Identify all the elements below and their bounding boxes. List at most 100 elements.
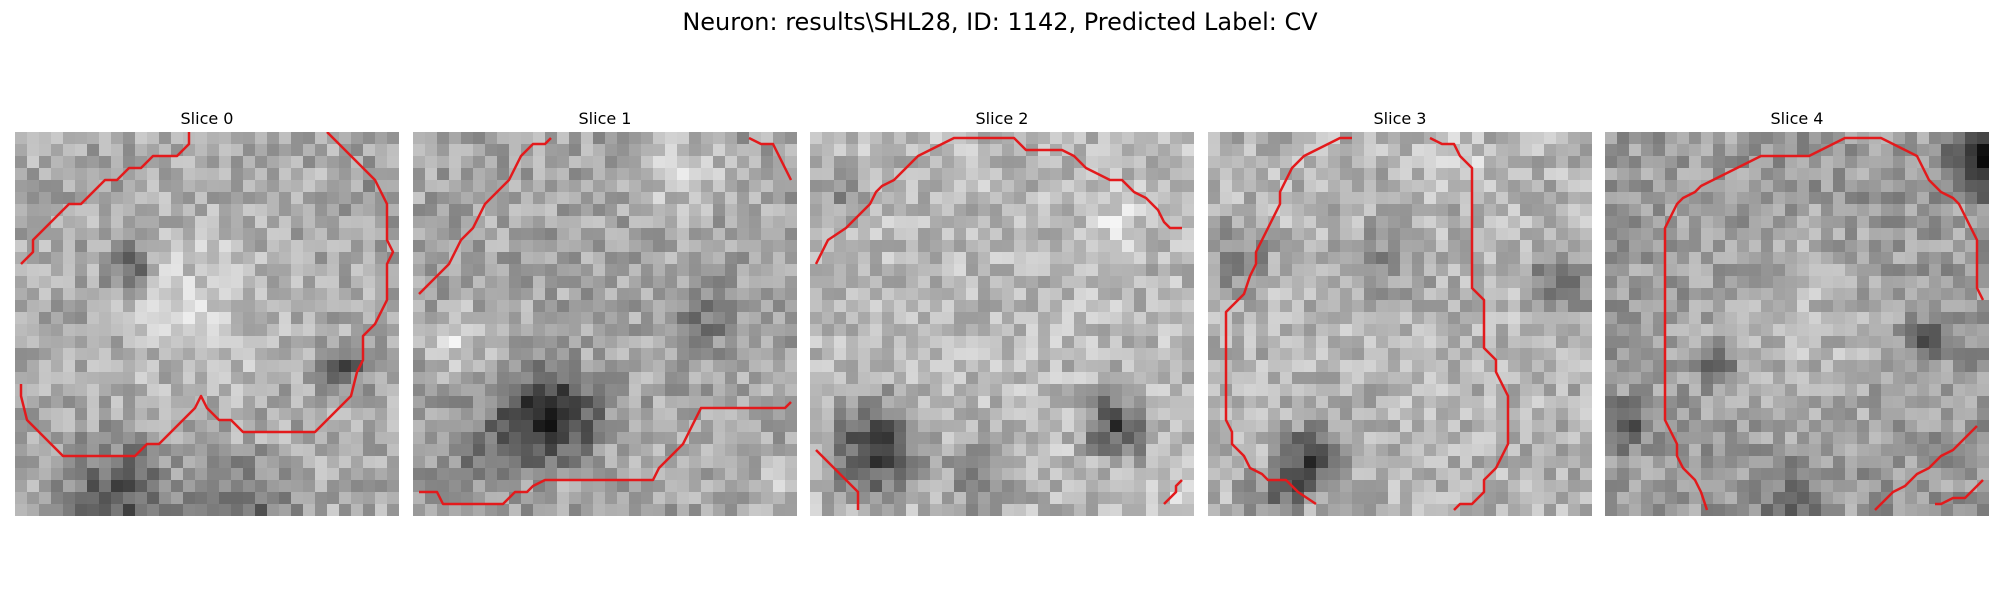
pixel — [942, 216, 955, 229]
pixel — [1785, 180, 1798, 193]
pixel — [1580, 192, 1592, 205]
pixel — [1580, 216, 1592, 229]
pixel — [810, 216, 823, 229]
pixel — [1629, 228, 1642, 241]
pixel — [1905, 396, 1918, 409]
pixel — [1292, 456, 1305, 469]
pixel — [1424, 396, 1437, 409]
pixel — [1797, 168, 1810, 181]
pixel — [1146, 156, 1159, 169]
pixel — [533, 168, 546, 181]
pixel — [1881, 144, 1894, 157]
pixel — [761, 348, 774, 361]
pixel — [1917, 216, 1930, 229]
pixel — [1941, 324, 1954, 337]
pixel — [1496, 228, 1509, 241]
pixel — [1869, 240, 1882, 253]
pixel — [15, 504, 28, 516]
pixel — [1316, 288, 1329, 301]
pixel — [63, 252, 76, 265]
pixel — [1977, 264, 1989, 277]
pixel — [1977, 408, 1989, 421]
pixel — [785, 192, 797, 205]
pixel — [1014, 192, 1027, 205]
pixel — [1953, 144, 1966, 157]
pixel — [1605, 360, 1618, 373]
pixel — [1881, 408, 1894, 421]
pixel — [954, 252, 967, 265]
pixel — [689, 192, 702, 205]
pixel — [713, 504, 726, 516]
pixel — [1460, 372, 1473, 385]
pixel — [593, 336, 606, 349]
slice-title: Slice 3 — [1373, 109, 1427, 128]
pixel — [135, 384, 148, 397]
pixel — [1134, 492, 1147, 505]
pixel — [1158, 264, 1171, 277]
pixel — [1026, 324, 1039, 337]
pixel — [147, 156, 160, 169]
pixel — [159, 492, 172, 505]
pixel — [641, 468, 654, 481]
pixel — [1941, 336, 1954, 349]
pixel — [1134, 312, 1147, 325]
pixel — [990, 504, 1003, 516]
pixel — [545, 396, 558, 409]
pixel — [509, 312, 522, 325]
pixel — [1328, 384, 1341, 397]
pixel — [665, 288, 678, 301]
pixel — [437, 228, 450, 241]
pixel — [1605, 408, 1618, 421]
pixel — [545, 480, 558, 493]
pixel — [339, 504, 352, 516]
pixel — [1713, 144, 1726, 157]
pixel — [1556, 504, 1569, 516]
pixel — [75, 312, 88, 325]
pixel — [725, 468, 738, 481]
pixel — [1713, 216, 1726, 229]
pixel — [605, 420, 618, 433]
pixel — [51, 312, 64, 325]
pixel — [1232, 456, 1245, 469]
pixel — [1086, 204, 1099, 217]
pixel — [1232, 180, 1245, 193]
pixel — [303, 504, 316, 516]
pixel — [327, 420, 340, 433]
pixel — [761, 192, 774, 205]
pixel — [1785, 228, 1798, 241]
pixel — [1436, 144, 1449, 157]
pixel — [1146, 480, 1159, 493]
pixel — [1448, 264, 1461, 277]
pixel — [87, 384, 100, 397]
pixel — [822, 192, 835, 205]
pixel — [569, 288, 582, 301]
pixel — [882, 264, 895, 277]
pixel — [689, 252, 702, 265]
pixel — [1641, 324, 1654, 337]
pixel — [135, 456, 148, 469]
pixel — [617, 192, 630, 205]
pixel — [581, 204, 594, 217]
pixel — [1629, 216, 1642, 229]
pixel — [1677, 252, 1690, 265]
pixel — [291, 228, 304, 241]
pixel — [641, 336, 654, 349]
pixel — [1400, 384, 1413, 397]
pixel — [834, 492, 847, 505]
pixel — [1617, 432, 1630, 445]
pixel — [171, 300, 184, 313]
pixel — [942, 276, 955, 289]
pixel — [629, 456, 642, 469]
pixel — [1701, 192, 1714, 205]
pixel — [1328, 456, 1341, 469]
pixel — [1797, 444, 1810, 457]
pixel — [315, 432, 328, 445]
pixel — [629, 228, 642, 241]
pixel — [1857, 372, 1870, 385]
pixel — [1134, 372, 1147, 385]
pixel — [882, 168, 895, 181]
pixel — [75, 456, 88, 469]
pixel — [1689, 192, 1702, 205]
pixel — [918, 228, 931, 241]
pixel — [1965, 132, 1978, 145]
